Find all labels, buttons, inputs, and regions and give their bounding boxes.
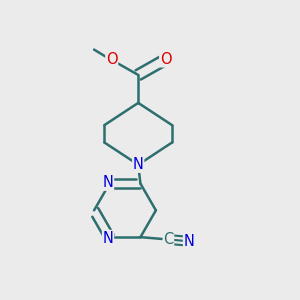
Text: C: C: [163, 232, 173, 247]
Text: N: N: [184, 234, 194, 249]
Text: N: N: [103, 175, 113, 190]
Text: O: O: [106, 52, 118, 68]
Text: N: N: [103, 230, 113, 245]
Text: O: O: [160, 52, 171, 67]
Text: N: N: [133, 157, 144, 172]
